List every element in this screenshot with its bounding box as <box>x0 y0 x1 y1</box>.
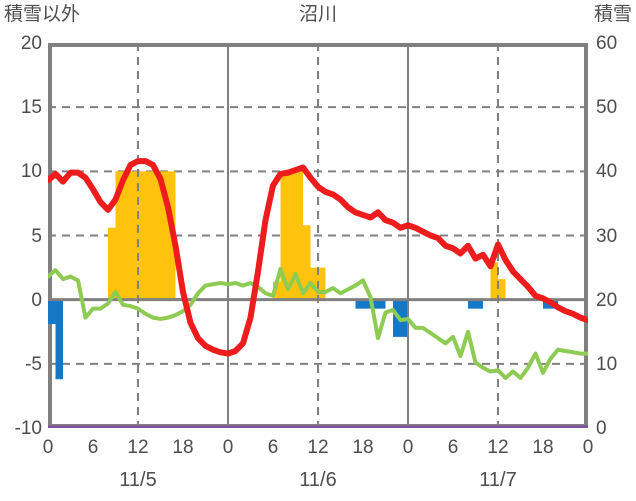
chart-title: 沼川 <box>298 4 337 25</box>
left-axis-tick-label: 0 <box>31 289 42 311</box>
right-axis-tick-label: 60 <box>596 33 618 54</box>
plot-area <box>48 43 588 428</box>
x-axis-tick-label: 6 <box>87 437 99 458</box>
left-axis-tick-label: -10 <box>14 418 42 439</box>
x-axis-tick-label: 0 <box>402 437 414 458</box>
x-axis-tick-label: 0 <box>582 437 594 458</box>
x-axis-tick-label: 12 <box>307 437 329 458</box>
x-axis-tick-label: 18 <box>172 437 194 458</box>
x-axis-tick-label: 0 <box>42 437 54 458</box>
x-axis-tick-label: 18 <box>352 437 374 458</box>
x-axis-tick-label: 6 <box>447 437 459 458</box>
x-axis-tick-label: 6 <box>267 437 279 458</box>
left-axis-tick-label: 10 <box>20 161 42 183</box>
x-axis-tick-label: 0 <box>222 437 234 458</box>
right-axis-tick-label: 50 <box>596 97 618 119</box>
left-axis-tick-label: 5 <box>31 225 42 247</box>
left-axis-tick-label: 20 <box>20 33 42 54</box>
right-axis-tick-label: 20 <box>596 289 618 311</box>
right-axis-title: 積雪 <box>593 4 632 25</box>
data-lines <box>48 158 588 428</box>
x-axis-tick-label: 12 <box>127 437 149 458</box>
x-axis-tick-label: 12 <box>487 437 509 458</box>
x-axis-tick-label: 18 <box>532 437 554 458</box>
right-axis-tick-label: 0 <box>596 418 607 439</box>
left-axis-title: 積雪以外 <box>4 4 81 25</box>
left-axis-tick-label: -5 <box>25 353 42 375</box>
day-divider-lines <box>137 43 499 428</box>
x-axis-day-label: 11/7 <box>479 469 517 491</box>
left-axis-tick-label: 15 <box>20 97 42 119</box>
x-axis-day-label: 11/5 <box>119 469 157 491</box>
right-axis-tick-label: 10 <box>596 353 618 375</box>
x-axis-day-label: 11/6 <box>299 469 337 491</box>
right-axis-tick-label: 30 <box>596 225 618 247</box>
right-axis-tick-label: 40 <box>596 161 618 183</box>
plot-canvas <box>48 43 588 428</box>
